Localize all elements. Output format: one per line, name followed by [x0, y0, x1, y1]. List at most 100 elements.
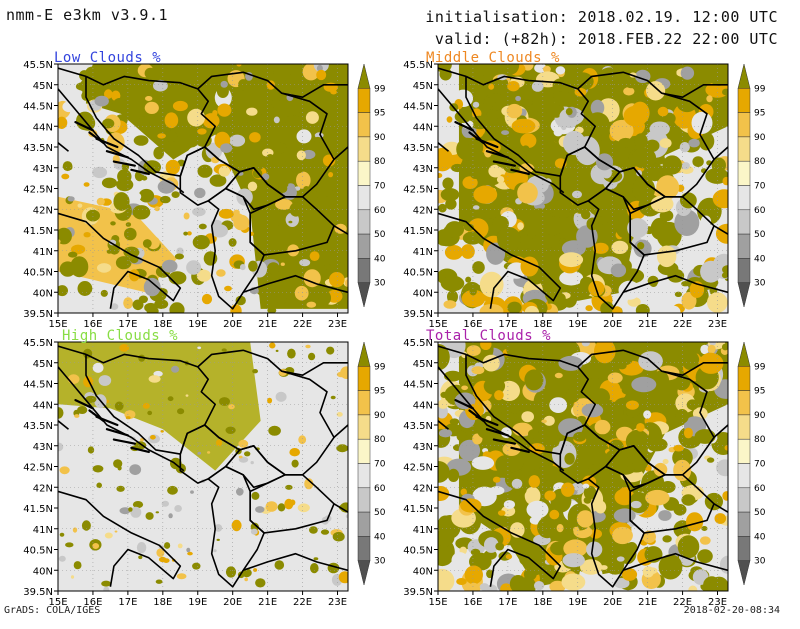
lon-tick-label: 16E [463, 319, 482, 330]
border-line [281, 84, 348, 98]
cloud-cell [273, 116, 280, 124]
cloud-cell [310, 563, 319, 574]
cloud-cell [558, 418, 583, 437]
lat-tick-label: 43.5N [403, 421, 433, 432]
island-shape [88, 409, 105, 422]
cloud-cell [97, 263, 112, 273]
cloud-cell [653, 462, 668, 477]
colorbar-label: 60 [754, 484, 766, 494]
cloud-cell [451, 552, 469, 569]
cloud-cell [473, 185, 498, 204]
cloud-cell [561, 482, 575, 497]
lat-tick-label: 40.5N [403, 268, 433, 279]
cloud-cell [659, 209, 674, 222]
lat-tick-label: 40N [33, 566, 53, 577]
cloud-cell [507, 81, 520, 92]
cloud-cell [492, 215, 509, 232]
lat-tick-label: 45N [413, 359, 433, 370]
lon-tick-label: 19E [568, 319, 587, 330]
cloud-cell [183, 212, 190, 220]
cloud-cell [520, 99, 533, 107]
colorbar-segment [737, 282, 751, 308]
border-line [661, 84, 728, 98]
lat-tick-label: 45.5N [23, 60, 53, 71]
cloud-cell [700, 215, 712, 227]
cloud-cell [68, 251, 78, 258]
cloud-cell [527, 232, 535, 239]
cloud-cell [186, 260, 202, 275]
cloud-cell [150, 435, 156, 440]
lat-tick-label: 43N [33, 164, 53, 175]
cloud-cell [209, 174, 227, 187]
cloud-cell [686, 399, 699, 410]
cloud-cell [207, 451, 211, 454]
cloud-cell [645, 464, 652, 472]
cloud-cell [484, 537, 499, 553]
colorbar-label: 40 [754, 254, 766, 264]
cloud-cell [273, 64, 291, 82]
colorbar-label: 90 [374, 133, 386, 143]
cloud-cell [445, 198, 457, 210]
cloud-cell [250, 528, 258, 535]
island-shape [74, 399, 95, 410]
cloud-cell [105, 179, 110, 184]
country-borders [438, 345, 728, 588]
cloud-cell [240, 264, 246, 271]
colorbar-segment [737, 233, 751, 259]
colorbar-segment [357, 390, 371, 416]
cloud-cell [164, 542, 171, 549]
cloud-cell [706, 95, 713, 103]
cloud-cell [261, 173, 270, 181]
border-line [622, 274, 728, 294]
colorbar-segment [737, 63, 751, 89]
lat-tick-label: 44N [33, 122, 53, 133]
cloud-cell [611, 240, 629, 254]
cloud-cell [565, 108, 573, 116]
colorbar-label: 50 [754, 508, 766, 518]
lon-tick-label: 20E [603, 319, 622, 330]
cloud-cell [268, 425, 281, 436]
cloud-cell [336, 262, 345, 271]
colorbar-segment [737, 487, 751, 513]
cloud-cell [129, 192, 142, 202]
colorbar-segment [737, 136, 751, 162]
lat-tick-label: 43.5N [403, 143, 433, 154]
cloud-cell [443, 300, 457, 309]
cloud-cell [190, 490, 194, 494]
cloud-cell [217, 103, 232, 117]
lat-tick-label: 45N [33, 81, 53, 92]
cloud-cell [115, 256, 132, 270]
cloud-field [438, 342, 728, 591]
lon-tick-label: 20E [603, 597, 622, 608]
cloud-cell [700, 344, 709, 355]
colorbar-label: 90 [754, 411, 766, 421]
cloud-cell [119, 507, 131, 515]
island-shape [130, 168, 150, 176]
cloud-cell [106, 249, 112, 254]
cloud-cell [479, 271, 504, 298]
cloud-cell [164, 112, 179, 129]
cloud-cell [658, 554, 683, 580]
colorbar-segment [737, 258, 751, 283]
cloud-cell [662, 458, 669, 465]
cloud-cell [70, 575, 75, 579]
cloud-cell [494, 390, 504, 401]
lat-tick-label: 44.5N [23, 380, 53, 391]
cloud-cell [468, 138, 484, 157]
cloud-cell [438, 399, 449, 409]
cloud-cell [225, 566, 237, 578]
cloud-cell [144, 101, 159, 114]
cloud-cell [606, 564, 625, 575]
cloud-cell [518, 576, 536, 591]
island-shape [105, 428, 129, 437]
cloud-cell [129, 464, 142, 475]
cloud-cell [438, 568, 455, 591]
cloud-cell [501, 401, 512, 410]
cloud-cell [531, 81, 544, 92]
cloud-cell [83, 182, 90, 187]
lat-tick-label: 43N [413, 442, 433, 453]
axis-labels: 45.5N 45N 44.5N 44N 43.5N 43N 42.5N 42N 41.5N 41N… [23, 338, 347, 608]
cloud-cell [169, 302, 185, 313]
cloud-cell [74, 414, 80, 418]
cloud-cell [528, 208, 551, 231]
